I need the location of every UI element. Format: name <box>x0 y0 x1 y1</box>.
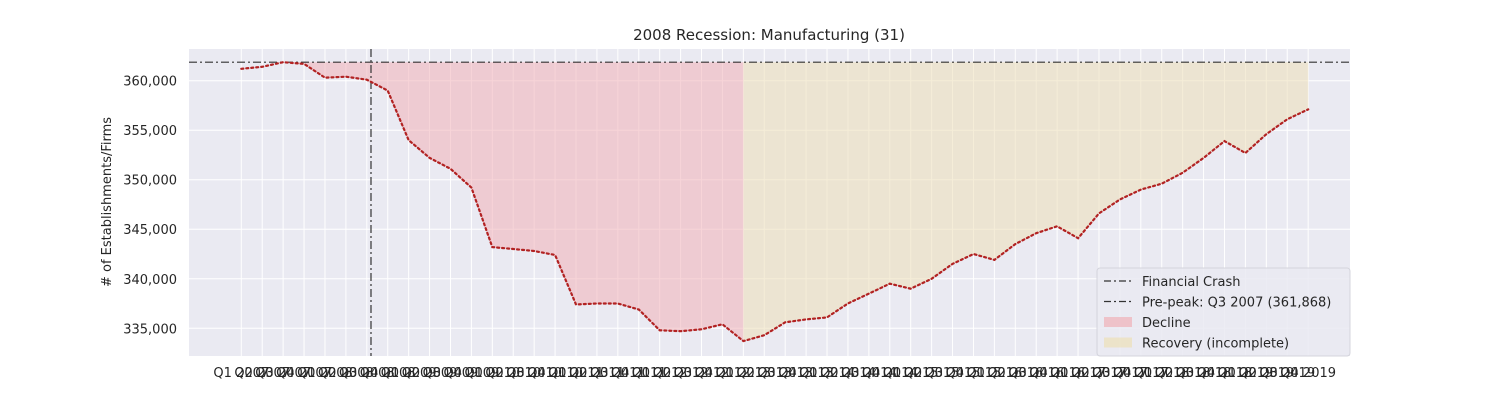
x-tick-label: Q3 2007 <box>255 366 311 381</box>
x-tick-label: Q3 2009 <box>423 366 479 381</box>
x-tick-label: Q1 2016 <box>967 366 1023 381</box>
x-tick-label: Q4 2019 <box>1280 366 1336 381</box>
y-tick-label: 350,000 <box>123 174 177 189</box>
x-tick-label: Q4 2010 <box>527 366 583 381</box>
y-axis-label: # of Establishments/Firms <box>100 117 115 287</box>
x-tick-label: Q4 2018 <box>1197 366 1253 381</box>
x-tick-label: Q2 2015 <box>904 366 960 381</box>
shaded-region-recovery-incomplete <box>743 62 1309 342</box>
x-tick-label: Q3 2012 <box>674 366 730 381</box>
x-tick-label: Q2 2018 <box>1155 366 1211 381</box>
x-tick-label: Q4 2011 <box>611 366 667 381</box>
x-tick-label: Q2 2016 <box>987 366 1043 381</box>
x-tick-label: Q2 2019 <box>1238 366 1294 381</box>
x-tick-label: Q3 2011 <box>590 366 646 381</box>
x-tick-label: Q1 2011 <box>548 366 604 381</box>
x-tick-label: Q2 2014 <box>820 366 876 381</box>
x-tick-label: Q1 2010 <box>464 366 520 381</box>
x-tick-label: Q3 2010 <box>506 366 562 381</box>
x-tick-label: Q1 2008 <box>297 366 353 381</box>
reference-lines <box>189 49 1350 356</box>
x-tick-label: Q4 2008 <box>360 366 416 381</box>
x-tick-label: Q3 2014 <box>841 366 897 381</box>
legend-swatch-decline <box>1104 317 1132 327</box>
x-tick-label: Q4 2012 <box>695 366 751 381</box>
x-tick-label: Q1 2013 <box>715 366 771 381</box>
x-tick-label: Q4 2014 <box>862 366 918 381</box>
x-tick-label: Q4 2015 <box>946 366 1002 381</box>
x-tick-label: Q4 2009 <box>444 366 500 381</box>
x-tick-label: Q3 2019 <box>1259 366 1315 381</box>
x-tick-label: Q4 2013 <box>778 366 834 381</box>
x-tick-label: Q1 2018 <box>1134 366 1190 381</box>
x-tick-label: Q1 2009 <box>381 366 437 381</box>
legend-label-recovery-incomplete: Recovery (incomplete) <box>1142 337 1289 352</box>
x-tick-label: Q4 2017 <box>1113 366 1169 381</box>
x-tick-label: Q4 2007 <box>276 366 332 381</box>
legend-box <box>1096 267 1351 357</box>
y-tick-label: 335,000 <box>123 322 177 337</box>
x-tick-label: Q2 2009 <box>402 366 458 381</box>
x-tick-label: Q4 2016 <box>1029 366 1085 381</box>
y-tick-label: 360,000 <box>123 75 177 90</box>
x-tick-label: Q2 2013 <box>736 366 792 381</box>
shaded-region-decline <box>283 62 744 342</box>
y-tick-label: 340,000 <box>123 273 177 288</box>
legend-label-decline: Decline <box>1142 316 1191 331</box>
y-tick-labels: 335,000 340,000 345,000 350,000 355,000 360,0… <box>123 75 177 338</box>
x-tick-label: Q3 2018 <box>1176 366 1232 381</box>
x-tick-label: Q2 2012 <box>653 366 709 381</box>
x-tick-label: Q3 2015 <box>925 366 981 381</box>
x-tick-label: Q2 2008 <box>318 366 374 381</box>
series-layer <box>240 61 1310 343</box>
x-tick-label: Q3 2016 <box>1008 366 1064 381</box>
x-tick-label: Q1 2007 <box>213 366 269 381</box>
series-line <box>240 61 1310 343</box>
x-tick-label: Q1 2019 <box>1218 366 1274 381</box>
x-tick-label: Q2 2017 <box>1071 366 1127 381</box>
x-tick-label: Q3 2008 <box>339 366 395 381</box>
x-tick-label: Q1 2014 <box>799 366 855 381</box>
x-tick-label: Q2 2007 <box>234 366 290 381</box>
x-tick-label: Q3 2017 <box>1092 366 1148 381</box>
chart-title: 2008 Recession: Manufacturing (31) <box>633 26 905 44</box>
legend-label-pre-peak-q3-2007-361-868: Pre-peak: Q3 2007 (361,868) <box>1142 296 1331 311</box>
x-tick-label: Q2 2010 <box>485 366 541 381</box>
y-tick-label: 345,000 <box>123 223 177 238</box>
x-tick-label: Q1 2015 <box>883 366 939 381</box>
x-tick-label: Q2 2011 <box>569 366 625 381</box>
shaded-regions <box>283 62 1309 342</box>
x-tick-label: Q1 2012 <box>632 366 688 381</box>
x-tick-label: Q3 2013 <box>757 366 813 381</box>
legend-label-financial-crash: Financial Crash <box>1142 275 1240 290</box>
legend: Financial Crash Pre-peak: Q3 2007 (361,86… <box>1096 267 1351 357</box>
legend-swatch-recovery-incomplete <box>1104 337 1132 348</box>
x-tick-label: Q1 2017 <box>1050 366 1106 381</box>
y-tick-label: 355,000 <box>123 124 177 139</box>
